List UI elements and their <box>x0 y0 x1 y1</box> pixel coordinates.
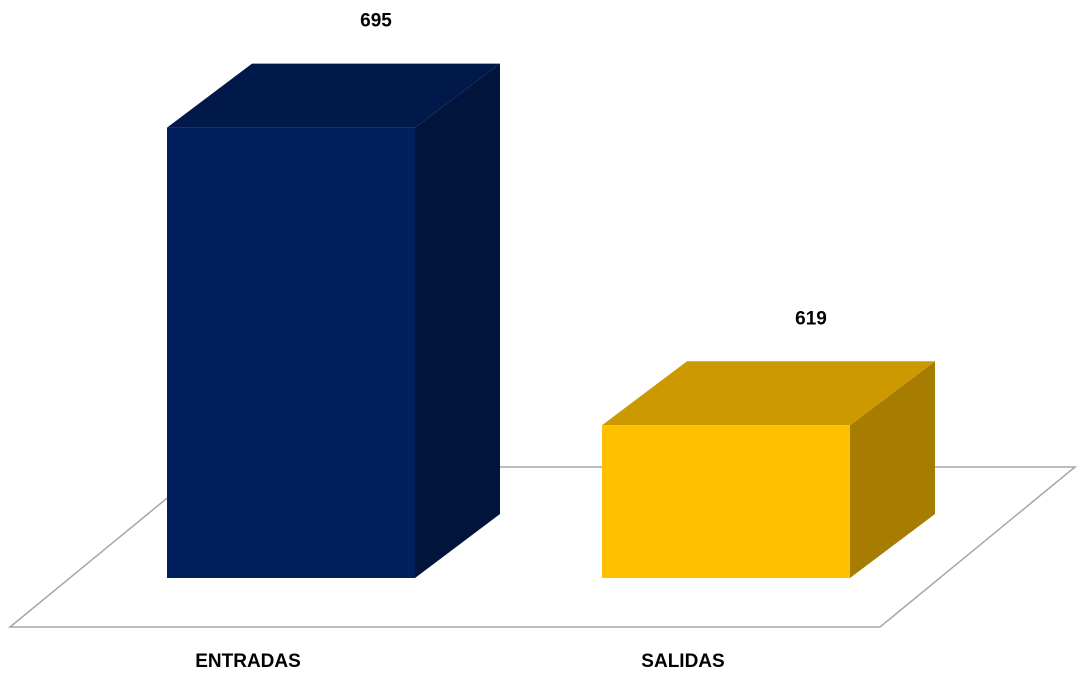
bar-side <box>415 63 500 579</box>
bar-top <box>602 361 935 426</box>
x-tick-label: SALIDAS <box>641 651 724 672</box>
bar-side <box>850 361 935 578</box>
value-label: 619 <box>795 308 827 329</box>
bar <box>602 361 935 578</box>
bar-front <box>167 127 415 578</box>
bar-top <box>167 63 500 128</box>
bar <box>167 63 500 579</box>
x-tick-label: ENTRADAS <box>195 651 301 672</box>
value-label: 695 <box>360 11 392 32</box>
bar-front <box>602 425 850 578</box>
floor <box>7 466 1078 628</box>
